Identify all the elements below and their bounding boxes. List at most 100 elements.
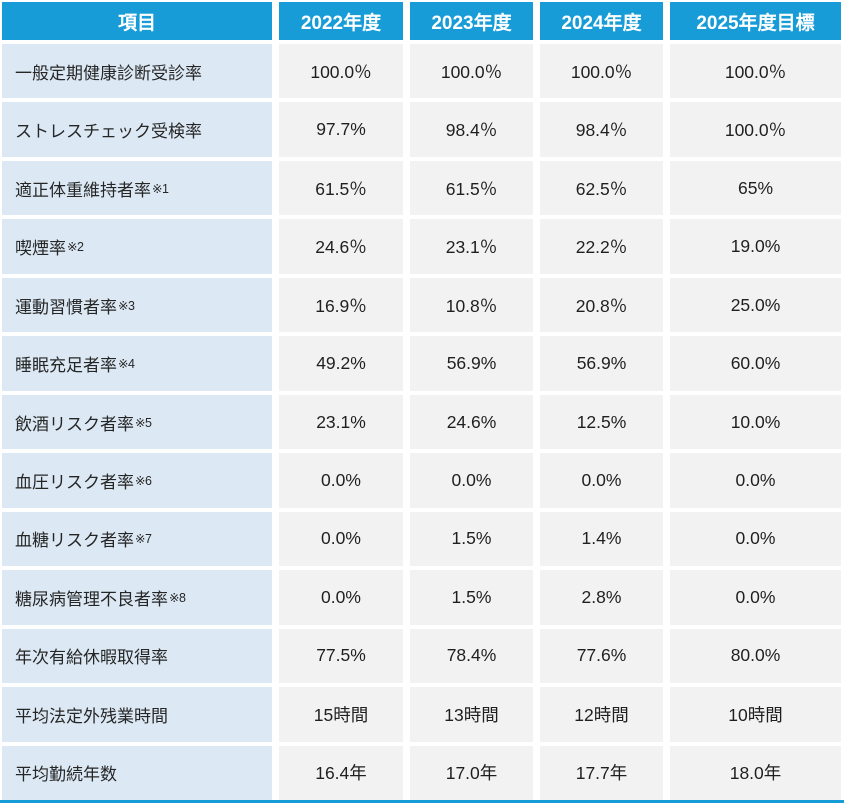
table-row: 適正体重維持者率 ※1 61.5％ 61.5％ 62.5％ 65% [2, 160, 841, 216]
value-cell-fy2024: 56.9% [540, 336, 663, 391]
row-label: ストレスチェック受検率 [2, 102, 272, 157]
row-label: 飲酒リスク者率 ※5 [2, 394, 272, 450]
column-header-item: 項目 [2, 2, 272, 40]
value-cell-fy2023: 0.0% [410, 453, 533, 508]
table-row: 糖尿病管理不良者率 ※8 0.0% 1.5% 2.8% 0.0% [2, 570, 841, 625]
row-label-text: 年次有給休暇取得率 [15, 648, 168, 668]
row-label-text: 平均勤続年数 [15, 765, 117, 785]
table-row: 飲酒リスク者率 ※5 23.1% 24.6% 12.5% 10.0% [2, 394, 841, 450]
value-cell-fy2022: 0.0% [279, 453, 403, 508]
value-cell-fy2025-target: 100.0％ [670, 44, 841, 99]
table-row: 睡眠充足者率 ※4 49.2% 56.9% 56.9% 60.0% [2, 336, 841, 391]
footnote-marker: ※2 [67, 240, 84, 255]
table-row: 平均勤続年数 16.4年 17.0年 17.7年 18.0年 [2, 745, 841, 801]
value-cell-fy2025-target: 60.0% [670, 336, 841, 391]
row-label-text: 糖尿病管理不良者率 [15, 589, 168, 609]
value-cell-fy2023: 24.6% [410, 394, 533, 450]
value-cell-fy2025-target: 10時間 [670, 687, 841, 742]
value-cell-fy2025-target: 10.0% [670, 394, 841, 450]
row-label-text: 一般定期健康診断受診率 [15, 63, 202, 83]
value-cell-fy2023: 100.0％ [410, 44, 533, 99]
value-cell-fy2023: 1.5% [410, 570, 533, 625]
row-label-text: ストレスチェック受検率 [15, 122, 202, 142]
table-row: 喫煙率 ※2 24.6％ 23.1％ 22.2％ 19.0% [2, 219, 841, 274]
value-cell-fy2022: 16.9％ [279, 277, 403, 333]
value-cell-fy2022: 77.5% [279, 628, 403, 684]
table-row: 年次有給休暇取得率 77.5% 78.4% 77.6% 80.0% [2, 628, 841, 684]
value-cell-fy2025-target: 100.0％ [670, 102, 841, 157]
value-cell-fy2024: 0.0% [540, 453, 663, 508]
row-label: 運動習慣者率 ※3 [2, 277, 272, 333]
footnote-marker: ※8 [169, 590, 186, 605]
value-cell-fy2022: 16.4年 [279, 745, 403, 801]
row-label-text: 飲酒リスク者率 [15, 414, 134, 434]
value-cell-fy2022: 24.6％ [279, 219, 403, 274]
value-cell-fy2023: 1.5% [410, 511, 533, 567]
value-cell-fy2023: 98.4％ [410, 102, 533, 157]
row-label: 喫煙率 ※2 [2, 219, 272, 274]
value-cell-fy2024: 98.4％ [540, 102, 663, 157]
value-cell-fy2024: 77.6% [540, 628, 663, 684]
row-label: 適正体重維持者率 ※1 [2, 160, 272, 216]
row-label-text: 血糖リスク者率 [15, 531, 134, 551]
footnote-marker: ※7 [135, 532, 152, 547]
row-label-text: 平均法定外残業時間 [15, 706, 168, 726]
value-cell-fy2022: 0.0% [279, 511, 403, 567]
value-cell-fy2022: 23.1% [279, 394, 403, 450]
table-row: 平均法定外残業時間 15時間 13時間 12時間 10時間 [2, 687, 841, 742]
footnote-marker: ※3 [118, 298, 135, 313]
row-label: 血糖リスク者率 ※7 [2, 511, 272, 567]
value-cell-fy2025-target: 65% [670, 160, 841, 216]
table-row: 一般定期健康診断受診率 100.0％ 100.0％ 100.0％ 100.0％ [2, 44, 841, 99]
value-cell-fy2023: 78.4% [410, 628, 533, 684]
value-cell-fy2023: 56.9% [410, 336, 533, 391]
row-label-text: 睡眠充足者率 [15, 356, 117, 376]
row-label: 平均法定外残業時間 [2, 687, 272, 742]
table-row: 血圧リスク者率 ※6 0.0% 0.0% 0.0% 0.0% [2, 453, 841, 508]
table-row: ストレスチェック受検率 97.7% 98.4％ 98.4％ 100.0％ [2, 102, 841, 157]
row-label-text: 適正体重維持者率 [15, 180, 151, 200]
row-label: 年次有給休暇取得率 [2, 628, 272, 684]
value-cell-fy2022: 15時間 [279, 687, 403, 742]
value-cell-fy2025-target: 80.0% [670, 628, 841, 684]
value-cell-fy2024: 1.4% [540, 511, 663, 567]
value-cell-fy2025-target: 25.0% [670, 277, 841, 333]
row-label: 血圧リスク者率 ※6 [2, 453, 272, 508]
value-cell-fy2023: 10.8％ [410, 277, 533, 333]
footnote-marker: ※5 [135, 415, 152, 430]
footnote-marker: ※4 [118, 357, 135, 372]
value-cell-fy2024: 100.0％ [540, 44, 663, 99]
column-header-fy2022: 2022年度 [279, 2, 403, 40]
value-cell-fy2024: 12時間 [540, 687, 663, 742]
footnote-marker: ※6 [135, 474, 152, 489]
value-cell-fy2024: 22.2％ [540, 219, 663, 274]
row-label: 睡眠充足者率 ※4 [2, 336, 272, 391]
value-cell-fy2022: 61.5％ [279, 160, 403, 216]
value-cell-fy2024: 2.8% [540, 570, 663, 625]
value-cell-fy2025-target: 0.0% [670, 570, 841, 625]
table-row: 血糖リスク者率 ※7 0.0% 1.5% 1.4% 0.0% [2, 511, 841, 567]
value-cell-fy2025-target: 0.0% [670, 453, 841, 508]
column-header-fy2024: 2024年度 [540, 2, 663, 40]
value-cell-fy2022: 0.0% [279, 570, 403, 625]
row-label: 一般定期健康診断受診率 [2, 44, 272, 99]
column-header-fy2023: 2023年度 [410, 2, 533, 40]
value-cell-fy2024: 62.5％ [540, 160, 663, 216]
value-cell-fy2025-target: 19.0% [670, 219, 841, 274]
value-cell-fy2022: 97.7% [279, 102, 403, 157]
value-cell-fy2024: 12.5% [540, 394, 663, 450]
column-header-fy2025-target: 2025年度目標 [670, 2, 841, 40]
value-cell-fy2023: 13時間 [410, 687, 533, 742]
table-header-row: 項目 2022年度 2023年度 2024年度 2025年度目標 [2, 2, 841, 40]
row-label-text: 血圧リスク者率 [15, 473, 134, 493]
value-cell-fy2023: 61.5％ [410, 160, 533, 216]
row-label: 平均勤続年数 [2, 745, 272, 801]
value-cell-fy2024: 17.7年 [540, 745, 663, 801]
value-cell-fy2023: 23.1％ [410, 219, 533, 274]
value-cell-fy2022: 49.2% [279, 336, 403, 391]
value-cell-fy2025-target: 0.0% [670, 511, 841, 567]
row-label: 糖尿病管理不良者率 ※8 [2, 570, 272, 625]
value-cell-fy2023: 17.0年 [410, 745, 533, 801]
table-row: 運動習慣者率 ※3 16.9％ 10.8％ 20.8％ 25.0% [2, 277, 841, 333]
